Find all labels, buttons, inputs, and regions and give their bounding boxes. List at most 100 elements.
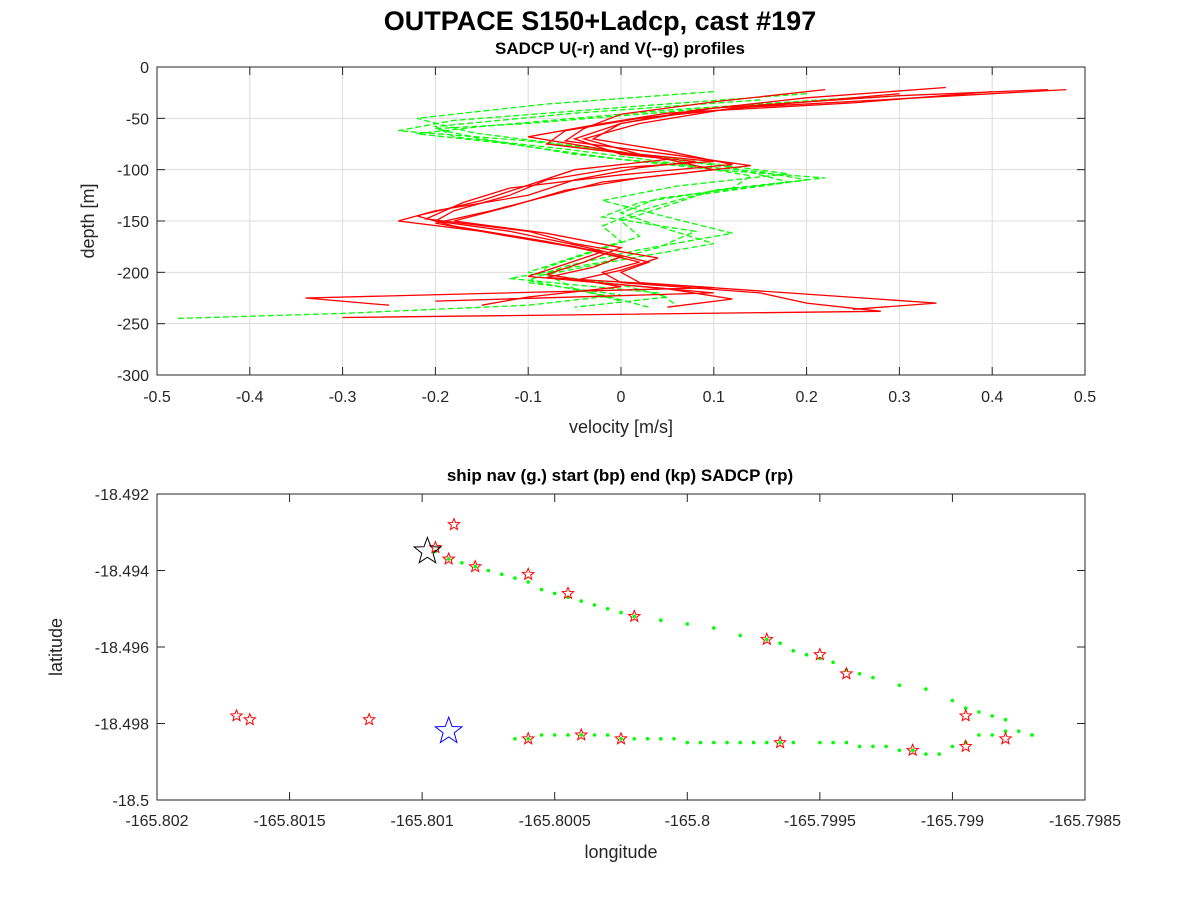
velocity-x-tick-label: 0.5 (1074, 389, 1096, 406)
sadcp-point (773, 735, 788, 749)
ship-nav-point (871, 675, 875, 680)
velocity-y-axis-label: depth [m] (78, 183, 98, 258)
velocity-plot-title: SADCP U(-r) and V(--g) profiles (495, 39, 745, 58)
velocity-x-tick-label: 0.1 (703, 389, 725, 406)
ship-nav-point (1016, 729, 1021, 733)
ship-nav-point (552, 733, 557, 737)
sadcp-point (441, 551, 456, 566)
velocity-x-tick-label: 0 (617, 389, 626, 406)
nav-x-tick-label: -165.801 (391, 813, 454, 830)
ship-nav-point (990, 733, 994, 737)
sadcp-point (468, 559, 483, 573)
sadcp-point (958, 708, 973, 722)
sadcp-point (905, 742, 920, 757)
ship-nav-ticks: -165.802 -165.8015 -165.801 -165.8005 -165.8… (95, 487, 1121, 830)
ship-nav-point (499, 572, 504, 577)
nav-y-tick-label: -18.5 (113, 793, 150, 810)
ship-nav-point (778, 740, 782, 745)
ship-nav-point (871, 744, 875, 749)
ship-nav-point (844, 740, 849, 745)
sadcp-point (428, 540, 443, 554)
nav-y-tick-label: -18.498 (95, 717, 149, 734)
nav-y-tick-label: -18.492 (95, 487, 149, 504)
ship-nav-point (539, 587, 544, 592)
ship-nav-point (513, 737, 517, 741)
ship-nav-point (857, 672, 862, 676)
velocity-x-tick-label: -0.1 (514, 389, 542, 406)
nav-x-tick-label: -165.8005 (519, 813, 591, 830)
nav-x-tick-label: -165.8015 (254, 813, 326, 830)
sadcp-point (521, 566, 536, 581)
ship-nav-point (659, 737, 663, 741)
sadcp-point (574, 727, 589, 741)
ship-nav-plot-title: ship nav (g.) start (bp) end (kp) SADCP … (447, 466, 793, 485)
ship-nav-point (1003, 717, 1008, 722)
ship-nav-point (698, 740, 703, 745)
sadcp-point (614, 731, 628, 745)
ship-nav-point (619, 737, 623, 741)
ship-nav-point (685, 622, 690, 626)
ship-nav-point (659, 618, 663, 622)
velocity-y-tick-label: -150 (117, 214, 149, 231)
ship-nav-point (831, 660, 835, 665)
ship-nav-point (685, 740, 690, 745)
velocity-x-tick-label: -0.2 (422, 389, 450, 406)
ship-nav-point (473, 564, 478, 569)
ship-nav-point (897, 748, 902, 753)
ship-nav-point (579, 733, 583, 737)
velocity-grid (156, 66, 1086, 376)
ship-nav-point (552, 591, 557, 596)
ship-nav-point (460, 561, 464, 565)
ship-nav-point (446, 557, 451, 561)
v-velocity-profile-line (433, 99, 761, 306)
u-velocity-profile-line (305, 90, 993, 306)
velocity-y-tick-label: -250 (117, 317, 149, 334)
velocity-series (175, 86, 1067, 320)
u-velocity-profile-line (435, 93, 900, 308)
ship-nav-x-axis-label: longitude (584, 842, 657, 862)
ship-nav-point (977, 733, 981, 737)
ship-nav-point (1003, 729, 1008, 733)
ship-nav-point (725, 740, 729, 745)
ship-nav-point (751, 740, 756, 745)
ship-nav-point (513, 576, 517, 580)
ship-nav-point (778, 641, 782, 645)
sadcp-point (812, 647, 827, 661)
velocity-y-tick-label: -300 (117, 368, 149, 385)
velocity-y-tick-label: -200 (117, 265, 149, 282)
velocity-x-tick-label: -0.3 (329, 389, 357, 406)
nav-x-tick-label: -165.7985 (1049, 813, 1121, 830)
ship-nav-plot-frame (156, 493, 1086, 801)
sadcp-point (447, 517, 462, 531)
nav-y-tick-label: -18.494 (95, 564, 149, 581)
ship-nav-point (579, 599, 583, 603)
velocity-y-tick-label: -100 (117, 163, 149, 180)
ship-nav-point (526, 580, 530, 584)
ship-nav-point (977, 710, 981, 714)
sadcp-point (759, 631, 774, 646)
velocity-x-axis-label: velocity [m/s] (569, 417, 673, 437)
u-velocity-profile-line (453, 88, 826, 306)
sadcp-point (958, 739, 973, 753)
ship-nav-point (950, 744, 955, 749)
ship-nav-point (619, 610, 623, 615)
nav-x-tick-label: -165.799 (921, 813, 984, 830)
ship-nav-point (990, 714, 994, 718)
ship-nav-point (804, 652, 809, 657)
ship-nav-point (592, 733, 597, 737)
figure-title: OUTPACE S150+Ladcp, cast #197 (384, 6, 816, 36)
velocity-y-tick-label: 0 (140, 60, 149, 77)
velocity-y-tick-label: -50 (126, 111, 149, 128)
ship-nav-point (831, 740, 835, 745)
sadcp-point (521, 731, 536, 745)
ship-nav-point (897, 683, 902, 687)
ship-nav-point (765, 637, 769, 642)
velocity-x-tick-label: -0.4 (236, 389, 264, 406)
ship-nav-point (1030, 733, 1034, 737)
ship-nav-point (526, 737, 530, 741)
v-velocity-profile-line (175, 95, 900, 320)
ship-nav-point (884, 744, 888, 749)
ship-nav-point (566, 733, 570, 737)
ship-nav-point (645, 737, 650, 741)
ship-nav-point (963, 706, 968, 710)
